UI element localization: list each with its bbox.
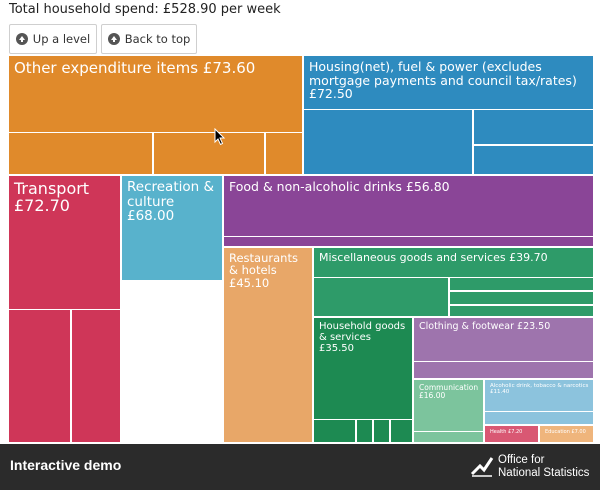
treemap-subcell[interactable] [414, 361, 593, 378]
treemap-category-value: £68.00 [127, 208, 175, 225]
treemap-cell-miscellaneous[interactable]: Miscellaneous goods and services £39.70 [313, 247, 594, 317]
treemap-category-value: £39.70 [509, 251, 548, 264]
treemap-subcell[interactable] [449, 305, 593, 316]
footer-bar: Interactive demo Office for National Sta… [0, 444, 600, 490]
treemap-subcell[interactable] [224, 236, 593, 246]
treemap-cell-other-expenditure[interactable]: Other expenditure items £73.60 [8, 55, 303, 175]
treemap-category-value: £11.40 [490, 388, 510, 395]
ons-brand-line2: National Statistics [498, 466, 590, 479]
up-a-level-label: Up a level [32, 32, 91, 46]
treemap-subcell[interactable] [390, 419, 412, 442]
treemap-category-value: £73.60 [202, 59, 256, 77]
treemap-label-recreation: Recreation & culture £68.00 [127, 180, 218, 224]
treemap-label-transport: Transport £72.70 [14, 180, 116, 215]
treemap-cell-housing[interactable]: Housing(net), fuel & power (excludes mor… [303, 55, 594, 175]
treemap-cell-transport[interactable]: Transport £72.70 [8, 175, 121, 443]
treemap-cell-communication[interactable]: Communication £16.00 [413, 379, 484, 443]
treemap-cell-education[interactable]: Education £7.00 [539, 425, 594, 443]
treemap-label-education: Education £7.00 [545, 429, 589, 435]
treemap-label-clothing: Clothing & footwear £23.50 [419, 321, 589, 332]
treemap-category-name: Household goods & services [319, 321, 406, 343]
ons-brand-line1: Office for [498, 454, 545, 466]
treemap-category-name: Alcoholic drink, tobacco & narcotics [490, 383, 589, 389]
up-a-level-button[interactable]: Up a level [9, 24, 97, 54]
treemap-category-value: £72.50 [309, 86, 353, 101]
ons-brand-text: Office for National Statistics [498, 454, 589, 479]
mouse-cursor-icon [214, 128, 226, 146]
treemap-label-housing: Housing(net), fuel & power (excludes mor… [309, 60, 589, 101]
ons-logo-icon [470, 457, 494, 477]
treemap-category-name: Communication [419, 383, 479, 392]
treemap-subcell[interactable] [373, 419, 390, 442]
treemap-label-food: Food & non-alcoholic drinks £56.80 [229, 180, 589, 194]
treemap-subcell[interactable] [304, 109, 473, 174]
treemap-category-name: Education [545, 429, 572, 435]
treemap-subcell[interactable] [414, 431, 483, 442]
treemap-subcell[interactable] [153, 132, 265, 174]
treemap-category-name: Other expenditure items [14, 59, 203, 77]
treemap-category-value: £45.10 [229, 275, 270, 290]
treemap-category-name: Restaurants & hotels [229, 251, 298, 278]
treemap-subcell[interactable] [485, 411, 593, 424]
footer-title: Interactive demo [10, 457, 122, 473]
treemap-cell-health[interactable]: Health £7.20 [484, 425, 539, 443]
treemap-category-value: £56.80 [405, 179, 450, 194]
treemap-category-name: Recreation & culture [127, 179, 215, 210]
treemap-subcell[interactable] [449, 291, 593, 305]
treemap-subcell[interactable] [473, 145, 593, 174]
arrow-up-icon [15, 33, 28, 45]
treemap-label-health: Health £7.20 [490, 429, 534, 435]
treemap-label-restaurants: Restaurants & hotels £45.10 [229, 252, 308, 289]
treemap-category-name: Food & non-alcoholic drinks [229, 179, 406, 194]
treemap-subcell[interactable] [9, 309, 71, 442]
treemap-label-alcohol-tobacco: Alcoholic drink, tobacco & narcotics £11… [490, 383, 589, 396]
treemap-category-value: £72.70 [14, 196, 70, 216]
back-to-top-button[interactable]: Back to top [101, 24, 197, 54]
treemap-subcell[interactable] [265, 132, 302, 174]
treemap-label-household-goods: Household goods & services £35.50 [319, 321, 408, 354]
treemap-category-value: £7.20 [508, 429, 523, 435]
treemap-subcell[interactable] [356, 419, 373, 442]
treemap-label-miscellaneous: Miscellaneous goods and services £39.70 [319, 252, 589, 264]
treemap-subcell[interactable] [9, 132, 153, 174]
treemap-cell-alcohol-tobacco[interactable]: Alcoholic drink, tobacco & narcotics £11… [484, 379, 594, 425]
treemap-subcell[interactable] [473, 109, 593, 145]
treemap-category-name: Miscellaneous goods and services [319, 251, 510, 264]
treemap-category-name: Health [490, 429, 509, 435]
treemap-cell-clothing[interactable]: Clothing & footwear £23.50 [413, 317, 594, 379]
arrow-up-icon [107, 33, 120, 45]
treemap-cell-restaurants[interactable]: Restaurants & hotels £45.10 [223, 247, 313, 443]
treemap-category-name: Housing(net), fuel & power (excludes mor… [309, 59, 577, 88]
treemap-category-value: £23.50 [517, 321, 551, 332]
treemap-label-communication: Communication £16.00 [419, 383, 479, 401]
treemap-subcell[interactable] [314, 277, 449, 316]
treemap-category-name: Clothing & footwear [419, 321, 518, 332]
total-spend-label: Total household spend: £528.90 per week [9, 2, 281, 17]
treemap-label-other-expenditure: Other expenditure items £73.60 [14, 60, 298, 76]
treemap-category-name: Transport [14, 179, 90, 198]
treemap-category-value: £7.00 [571, 429, 586, 435]
treemap-category-value: £35.50 [319, 342, 354, 354]
back-to-top-label: Back to top [124, 32, 191, 46]
treemap-category-value: £16.00 [419, 391, 446, 401]
treemap-cell-household-goods[interactable]: Household goods & services £35.50 [313, 317, 413, 443]
treemap-subcell[interactable] [314, 419, 356, 442]
treemap-cell-recreation[interactable]: Recreation & culture £68.00 [121, 175, 223, 281]
treemap-subcell[interactable] [449, 277, 593, 291]
treemap-subcell[interactable] [71, 309, 120, 442]
treemap-cell-food[interactable]: Food & non-alcoholic drinks £56.80 [223, 175, 594, 247]
spending-treemap: Other expenditure items £73.60 Housing(ne… [8, 55, 594, 443]
